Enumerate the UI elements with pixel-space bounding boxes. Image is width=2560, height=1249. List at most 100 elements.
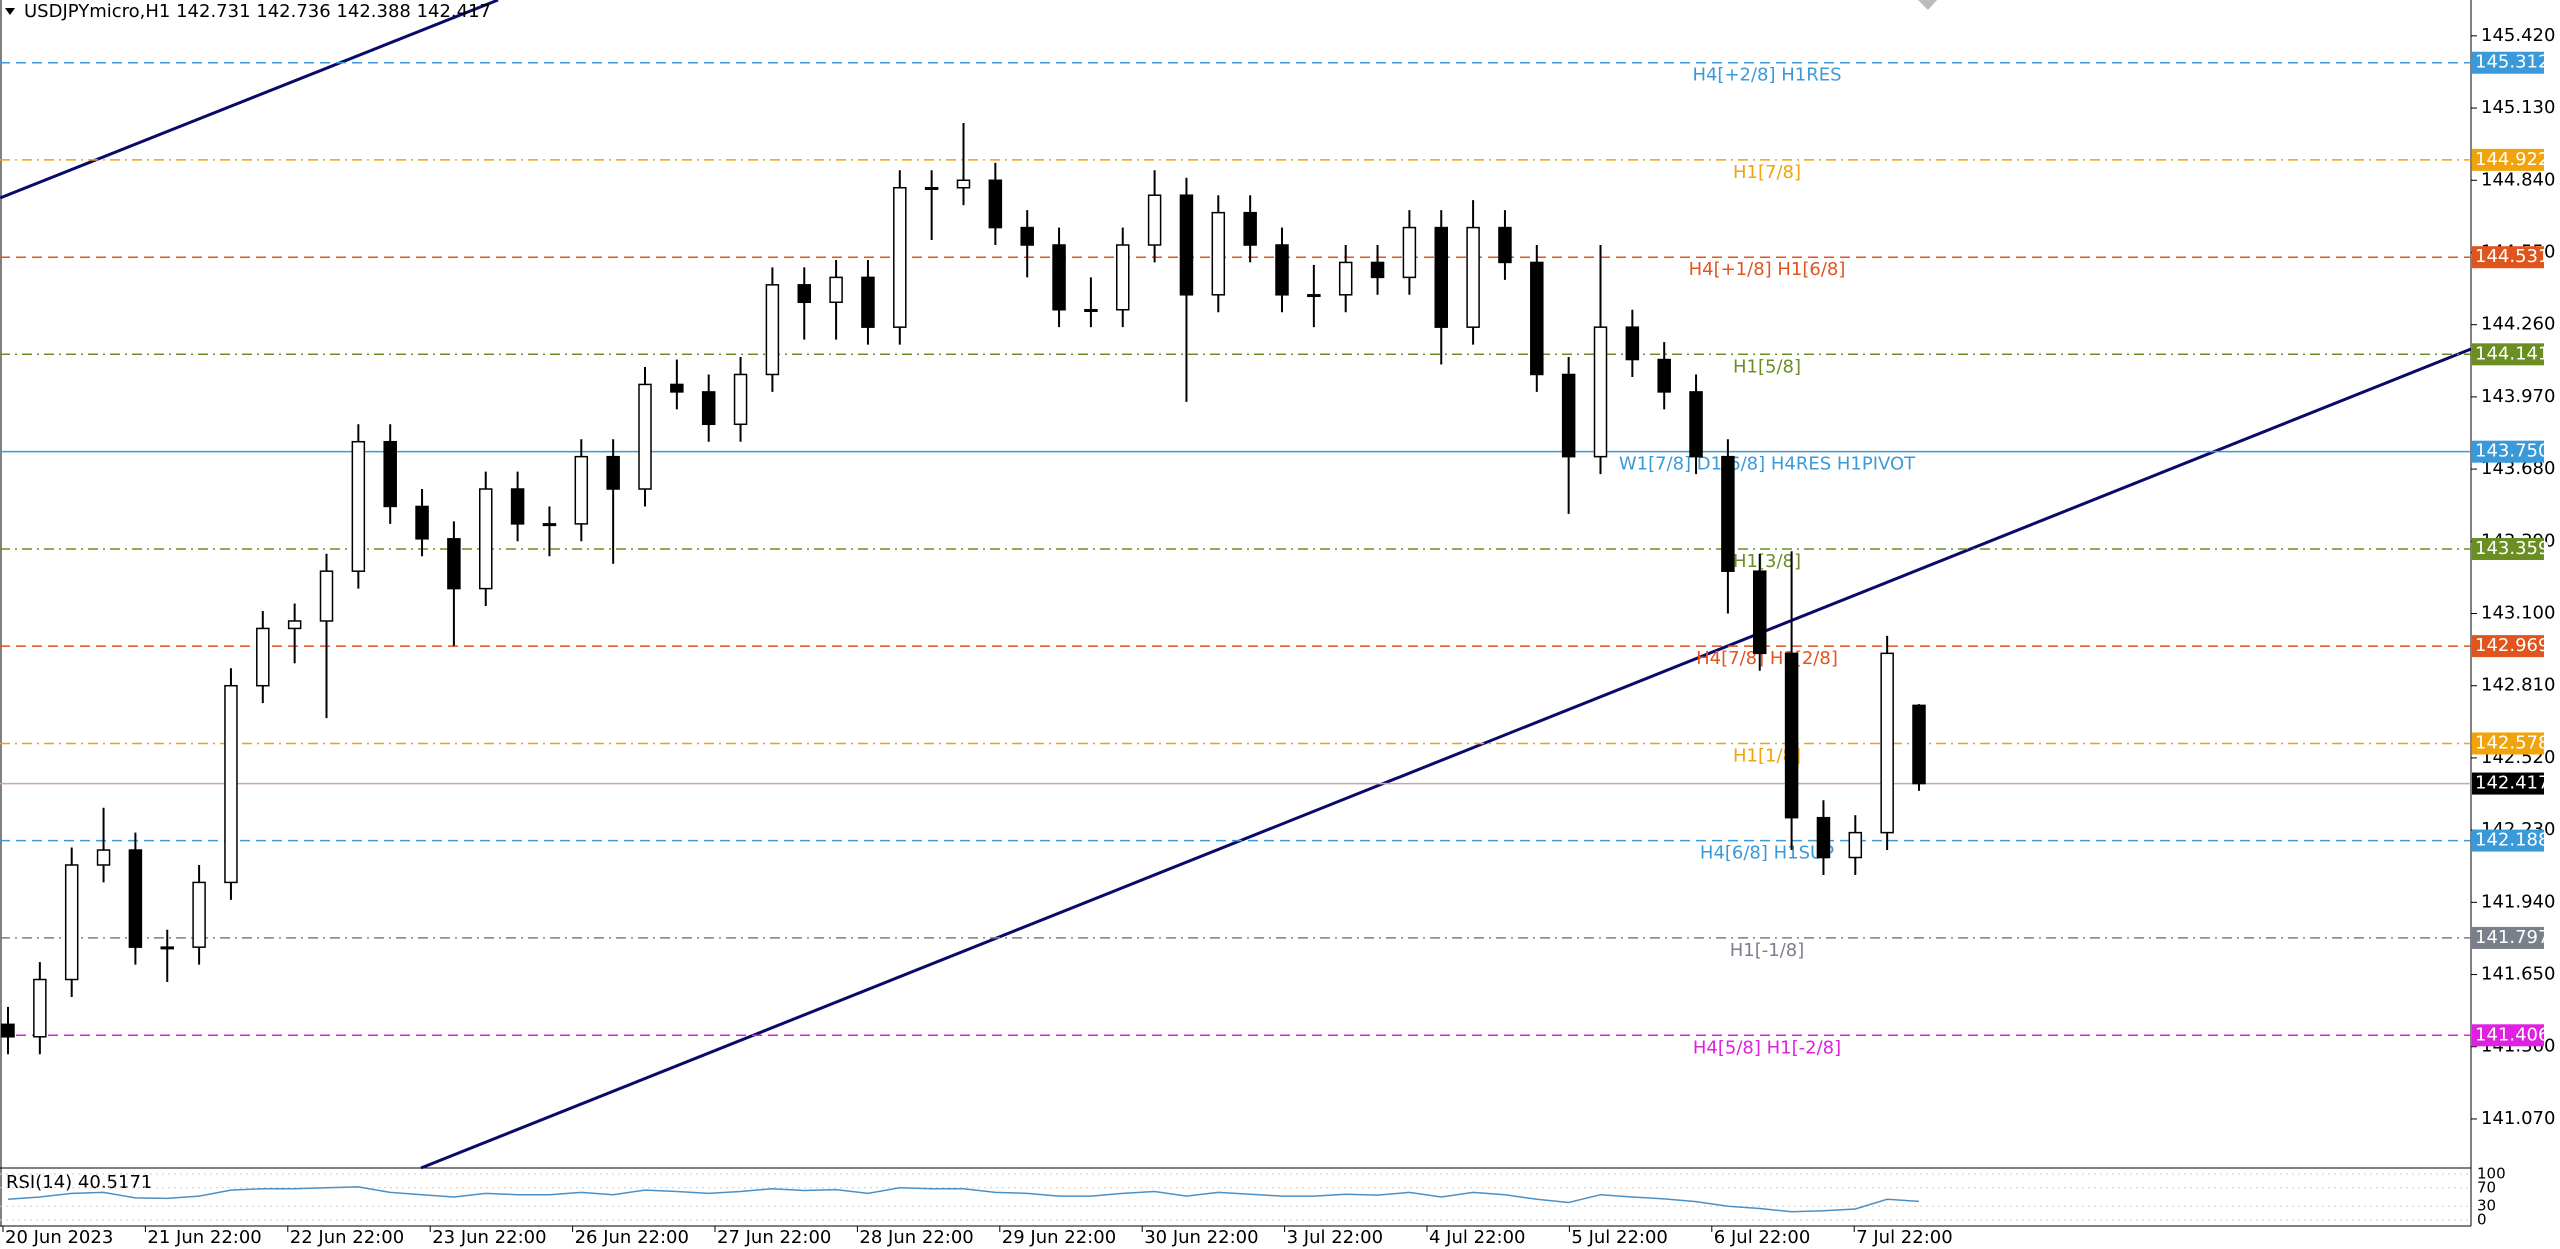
- candle-body: [574, 455, 589, 525]
- x-tick-label: 29 Jun 22:00: [1002, 1227, 1116, 1248]
- candle-body: [1880, 652, 1894, 834]
- x-tick-label: 22 Jun 22:00: [290, 1227, 404, 1248]
- candle-body: [924, 186, 939, 190]
- y-tick-label: 141.070: [2481, 1108, 2555, 1129]
- candle-body: [287, 620, 302, 630]
- candle-body: [1402, 226, 1417, 279]
- candle-body: [701, 391, 716, 426]
- candle-body: [256, 627, 270, 687]
- level-label: W1[7/8] D1[6/8] H4RES H1PIVOT: [1619, 454, 1916, 475]
- scroll-marker: [1918, 0, 1937, 10]
- candle-body: [638, 383, 652, 490]
- y-tick-label: 143.100: [2481, 603, 2555, 624]
- candle-body: [1561, 373, 1576, 458]
- candle-body: [1625, 326, 1640, 361]
- level-value: 144.531: [2475, 246, 2549, 267]
- level-value: 142.578: [2475, 732, 2549, 753]
- candle-body: [447, 538, 461, 590]
- candle-body: [606, 455, 620, 490]
- candle-body: [192, 881, 206, 948]
- level-value: 145.312: [2475, 52, 2549, 73]
- trend-line: [420, 347, 2472, 1170]
- y-tick-label: 142.810: [2481, 675, 2555, 696]
- level-label: H1[-1/8]: [1730, 940, 1805, 961]
- level-label: H1[1/8]: [1733, 745, 1801, 766]
- x-tick-label: 30 Jun 22:00: [1144, 1227, 1258, 1248]
- level-label: H4[5/8] H1[-2/8]: [1693, 1037, 1841, 1058]
- level-box: [2472, 732, 2544, 755]
- header: USDJPYmicro,H1 142.731 142.736 142.388 1…: [24, 1, 491, 22]
- y-tick-label: 141.940: [2481, 891, 2555, 912]
- candle-body: [1084, 308, 1098, 312]
- level-value: 143.750: [2475, 441, 2549, 462]
- level-label: H4[+1/8] H1[6/8]: [1689, 259, 1846, 280]
- candle-body: [415, 505, 429, 540]
- candle-body: [479, 488, 493, 590]
- level-box: [2472, 926, 2544, 949]
- x-tick-label: 6 Jul 22:00: [1714, 1227, 1811, 1248]
- level-value: 141.797: [2475, 927, 2549, 948]
- level-label: H1[7/8]: [1733, 162, 1801, 183]
- level-box: [2472, 148, 2544, 171]
- level-label: H1[5/8]: [1733, 356, 1801, 377]
- candle-body: [861, 276, 875, 328]
- candle-body: [1657, 358, 1671, 393]
- level-value: 141.406: [2475, 1024, 2549, 1045]
- x-tick-label: 7 Jul 22:00: [1856, 1227, 1953, 1248]
- candle-body: [1816, 816, 1831, 859]
- level-box: [2472, 246, 2544, 269]
- level-value: 144.141: [2475, 343, 2549, 364]
- level-label: H1[3/8]: [1733, 551, 1801, 572]
- current-price-box: [2472, 772, 2544, 795]
- level-box: [2472, 343, 2544, 366]
- level-box: [2472, 635, 2544, 658]
- level-value: 142.188: [2475, 830, 2549, 851]
- trend-line: [0, 0, 499, 200]
- candle-body: [1211, 211, 1226, 296]
- candle-body: [96, 849, 111, 866]
- y-tick-label: 145.420: [2481, 25, 2555, 46]
- x-tick-label: 23 Jun 22:00: [432, 1227, 546, 1248]
- y-tick-label: 143.970: [2481, 386, 2555, 407]
- candle-body: [670, 383, 684, 393]
- level-box: [2472, 440, 2544, 463]
- candle-body: [351, 440, 366, 572]
- candle-body: [797, 284, 811, 304]
- candle-body: [1689, 391, 1703, 458]
- candle-body: [64, 864, 79, 981]
- x-tick-label: 20 Jun 2023: [5, 1227, 113, 1248]
- candle-body: [1370, 261, 1385, 279]
- level-label: H4[7/8] H1[2/8]: [1696, 648, 1838, 669]
- level-box: [2472, 51, 2544, 74]
- candle-body: [1466, 226, 1480, 328]
- candle-body: [1307, 294, 1321, 298]
- candle-body: [1243, 211, 1257, 246]
- candle-body: [1052, 244, 1066, 311]
- level-label: H4[6/8] H1SUP: [1700, 843, 1834, 864]
- x-tick-label: 4 Jul 22:00: [1429, 1227, 1526, 1248]
- candle-body: [733, 373, 748, 426]
- candle-body: [1147, 194, 1162, 246]
- candle-body: [1753, 570, 1767, 655]
- candle-body: [224, 684, 238, 884]
- y-tick-label: 144.840: [2481, 169, 2555, 190]
- y-tick-label: 145.130: [2481, 97, 2555, 118]
- level-value: 143.359: [2475, 538, 2549, 559]
- rsi-tick-label: 30: [2477, 1197, 2496, 1215]
- x-tick-label: 28 Jun 22:00: [859, 1227, 973, 1248]
- level-box: [2472, 1024, 2544, 1047]
- rsi-tick-label: 70: [2477, 1178, 2496, 1196]
- level-value: 144.922: [2475, 149, 2549, 170]
- candle-body: [160, 946, 174, 950]
- rsi-line: [7, 1186, 1920, 1213]
- candle-body: [1530, 261, 1544, 376]
- rsi-title: RSI(14) 40.5171: [6, 1172, 152, 1193]
- x-tick-label: 21 Jun 22:00: [147, 1227, 261, 1248]
- candle-body: [1434, 226, 1448, 328]
- rsi-tick-label: 100: [2477, 1165, 2506, 1183]
- candle-body: [1179, 194, 1194, 296]
- candle-body: [1498, 226, 1512, 264]
- header-arrow: [5, 8, 15, 15]
